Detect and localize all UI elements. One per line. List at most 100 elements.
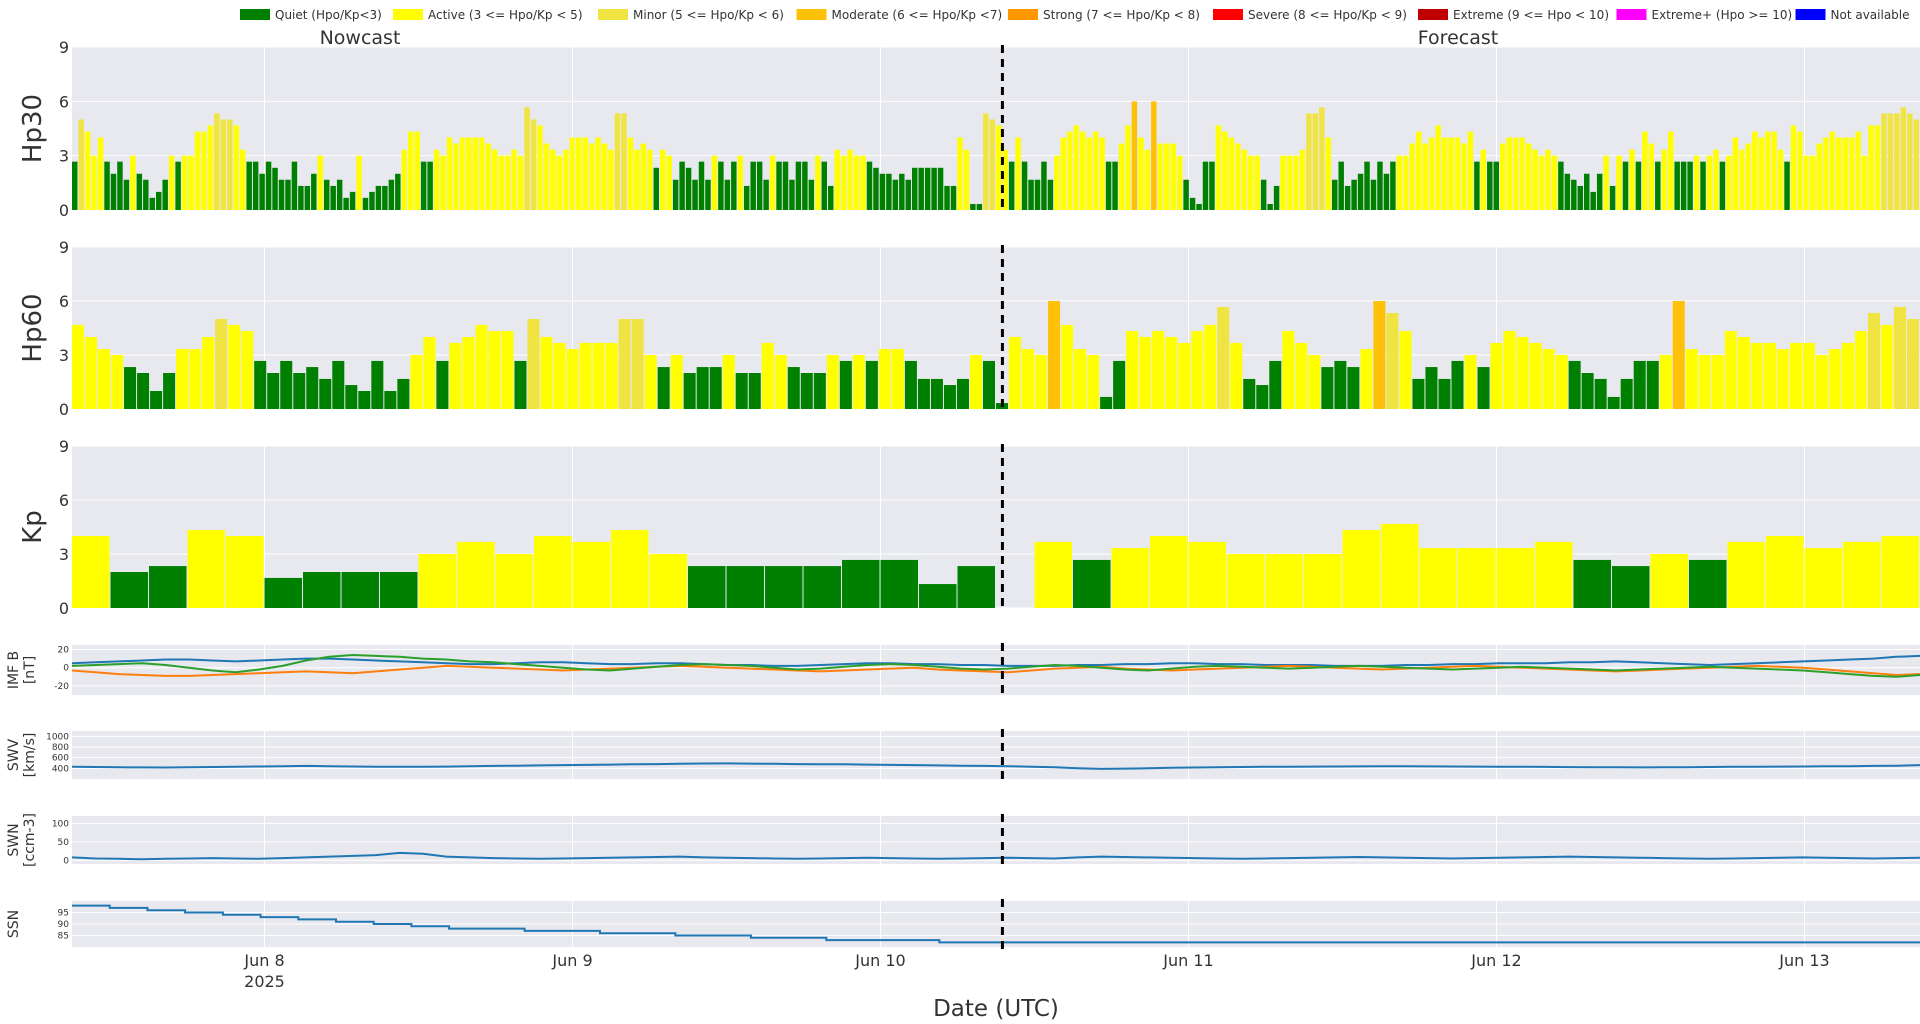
legend: Quiet (Hpo/Kp<3) Active (3 <= Hpo/Kp < 5)… [240,8,1910,22]
bar [1750,342,1763,409]
panel-hp60: 0 3 6 9 Hp60 [18,238,1920,419]
bar [1178,342,1191,409]
bar [813,373,826,409]
bar [202,337,215,409]
y-axis-unit: [km/s] [22,733,38,778]
legend-label: Active (3 <= Hpo/Kp < 5) [428,8,583,22]
bar [91,155,97,210]
bar [162,179,168,210]
bar [789,179,795,210]
y-axis-title: IMF B [6,651,22,689]
bar [1338,161,1344,210]
legend-swatch [240,9,270,20]
legend-item: Extreme (9 <= Hpo < 10) [1418,8,1609,22]
bar [821,161,827,210]
legend-label: Not available [1831,8,1910,22]
bar [130,155,136,210]
bar [1719,161,1726,210]
bar [420,161,427,210]
bar [1797,131,1803,210]
bar [1373,301,1386,409]
bar [1028,179,1034,210]
bar [879,173,886,210]
bar [1360,349,1373,409]
bar [462,337,475,409]
bar [579,342,592,409]
bar [371,360,384,409]
bar [983,113,989,210]
bar [72,161,78,210]
bar [362,197,369,210]
legend-swatch [1213,9,1243,20]
bar [414,131,420,210]
bar [756,161,763,210]
bar [866,161,873,210]
bar [395,173,401,210]
bar [1381,523,1419,608]
y-tick-label: 3 [59,147,69,166]
bar [644,355,657,409]
bar [1829,131,1835,210]
bar [1454,137,1461,210]
bar [175,161,181,210]
bar [1842,137,1848,210]
x-tick-label: Jun 9 [551,951,592,970]
y-tick-label: 6 [59,491,69,510]
legend-label: Extreme+ (Hpo >= 10) [1652,8,1793,22]
bar [1900,107,1907,210]
legend-swatch [598,9,628,20]
nowcast-label: Nowcast [320,27,401,49]
bar [718,161,724,210]
bar [1887,113,1894,210]
x-axis-title: Date (UTC) [933,996,1059,1022]
bar [709,367,722,409]
bar [1810,155,1816,210]
bar [1087,355,1100,409]
bar [737,155,743,210]
bar [1590,191,1596,210]
bar [631,319,644,409]
bar [1458,548,1496,608]
bar [1724,331,1737,409]
bar [905,179,911,210]
y-axis-title: Hp30 [18,94,48,163]
y-tick-label: 3 [59,545,69,564]
bar [397,378,410,409]
bar [117,161,123,210]
bar [168,155,175,210]
bar [110,173,117,210]
y-axis-title: SWN [6,823,22,856]
bar [336,179,343,210]
bar [774,355,787,409]
bar [1222,131,1228,210]
bar [1487,161,1493,210]
bar [969,355,982,409]
bar [1843,541,1881,608]
bar [1009,337,1022,409]
bar [1752,131,1758,210]
bar [1067,131,1073,210]
y-axis-title: SSN [6,910,22,938]
bar [1828,349,1841,409]
bar [252,161,259,210]
bar [1422,143,1428,210]
bar [358,391,371,409]
bar [550,149,556,210]
series-line [71,762,1920,770]
bar [1243,378,1256,409]
bar [488,331,501,409]
bar [842,559,880,608]
bar [511,149,517,210]
bar [1581,373,1594,409]
bar [436,360,449,409]
bar [1227,554,1265,608]
bar [1823,137,1829,210]
bar [847,149,853,210]
bar [1642,131,1648,210]
bar [1416,131,1422,210]
bar [446,137,453,210]
bar [187,530,225,608]
bar [1646,360,1659,409]
bar [950,185,957,210]
bar [1412,378,1425,409]
